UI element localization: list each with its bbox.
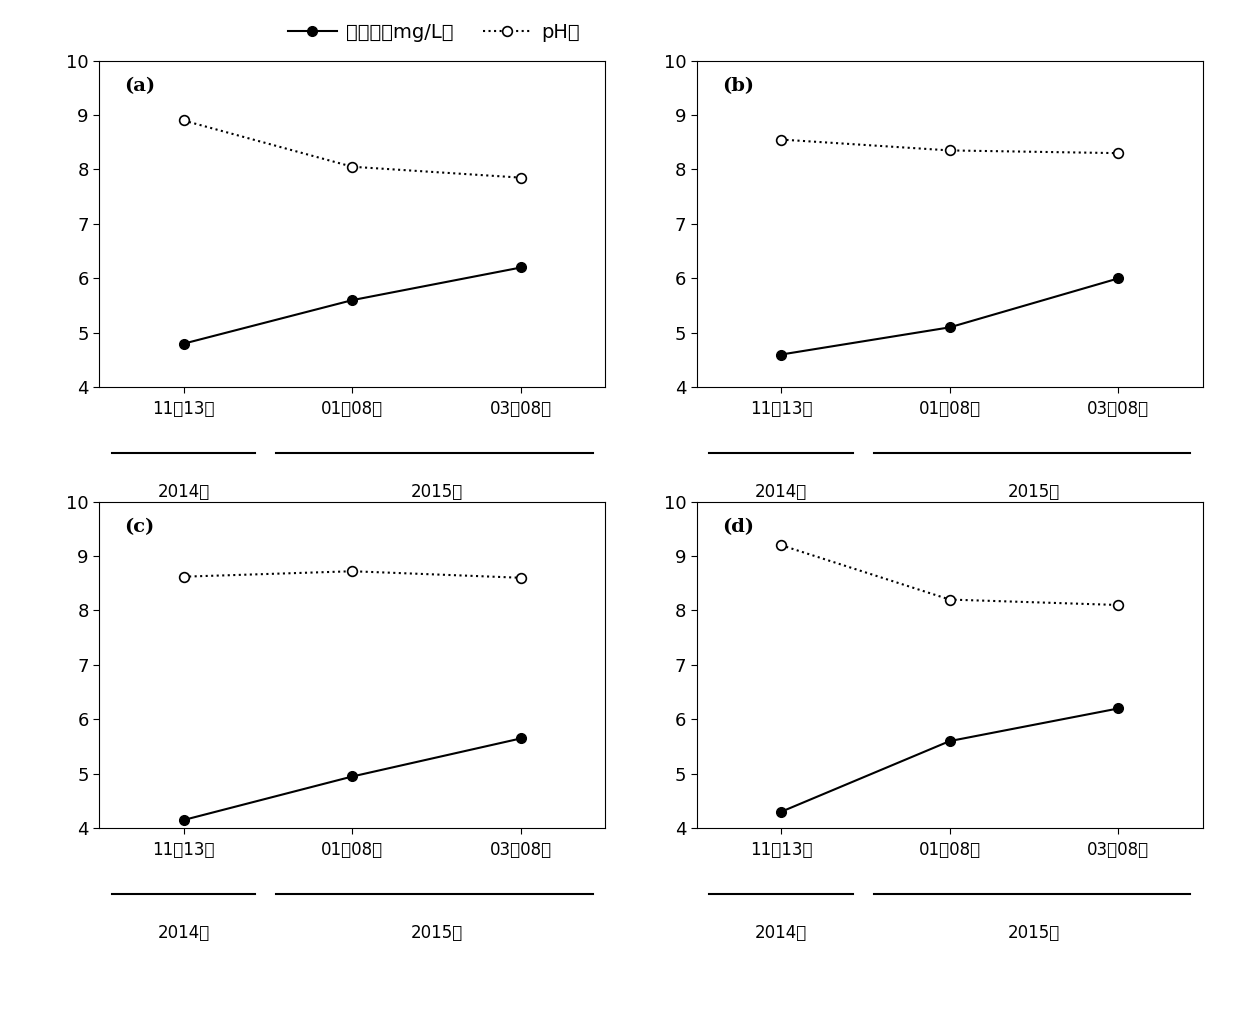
Text: (b): (b) xyxy=(722,77,754,95)
Text: 2015年: 2015年 xyxy=(1008,924,1060,942)
Text: 2014年: 2014年 xyxy=(755,483,807,501)
Text: (c): (c) xyxy=(124,518,155,536)
Text: 2014年: 2014年 xyxy=(157,483,210,501)
Text: 2014年: 2014年 xyxy=(157,924,210,942)
Text: 2015年: 2015年 xyxy=(410,924,463,942)
Text: 2015年: 2015年 xyxy=(1008,483,1060,501)
Text: (a): (a) xyxy=(124,77,156,95)
Text: 2014年: 2014年 xyxy=(755,924,807,942)
Text: (d): (d) xyxy=(722,518,754,536)
Text: 2015年: 2015年 xyxy=(410,483,463,501)
Legend: 溶解氧（mg/L）, pH値: 溶解氧（mg/L）, pH値 xyxy=(280,15,588,49)
